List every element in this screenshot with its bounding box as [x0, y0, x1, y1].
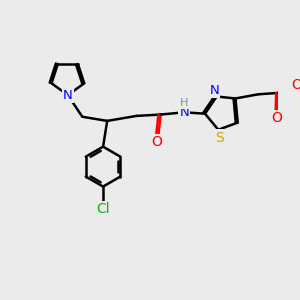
Text: O: O: [292, 78, 300, 92]
Text: N: N: [210, 84, 219, 97]
Text: O: O: [152, 135, 163, 149]
Text: S: S: [215, 130, 224, 145]
Text: Cl: Cl: [96, 202, 110, 216]
Text: N: N: [179, 106, 189, 119]
Text: H: H: [180, 98, 188, 109]
Text: O: O: [272, 111, 283, 125]
Text: N: N: [63, 88, 73, 102]
